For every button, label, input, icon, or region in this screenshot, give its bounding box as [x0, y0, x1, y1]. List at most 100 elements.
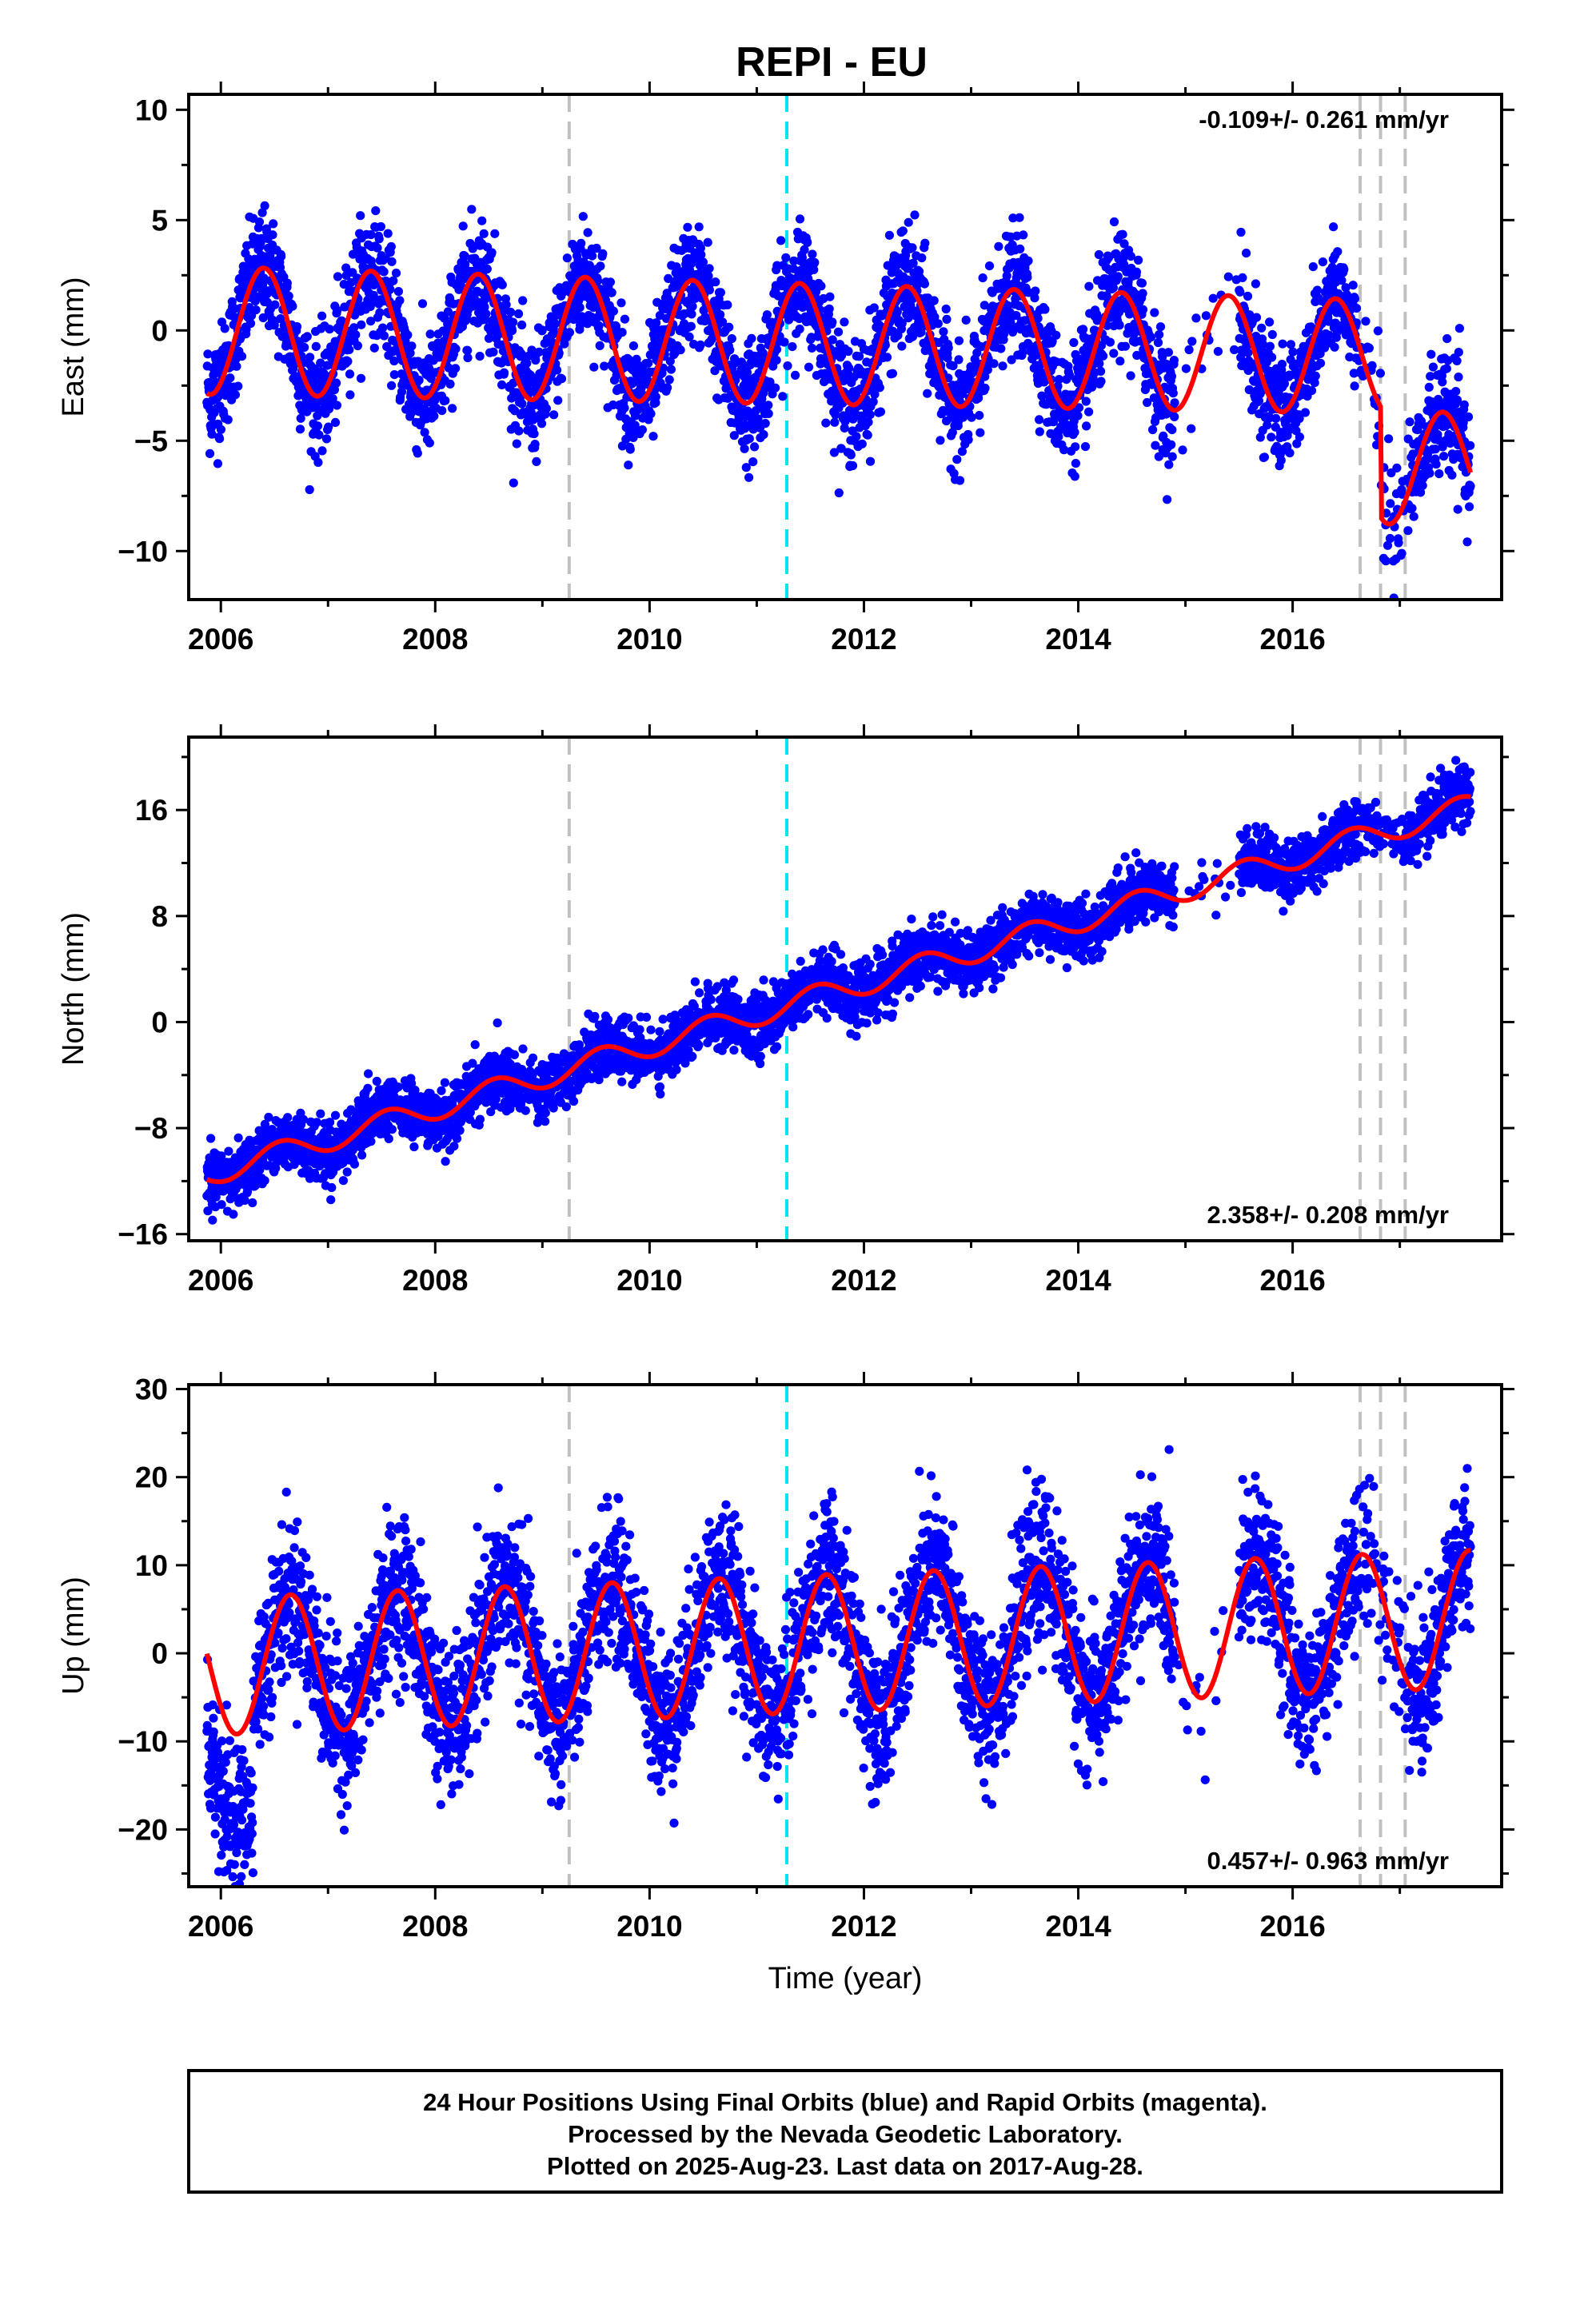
data-point: [553, 365, 561, 374]
data-point: [1040, 305, 1049, 313]
data-point: [764, 409, 773, 418]
data-point: [1115, 321, 1124, 329]
data-point: [904, 218, 913, 227]
data-point: [1351, 294, 1359, 303]
data-point: [217, 1200, 226, 1209]
data-point: [683, 223, 692, 232]
data-point: [810, 258, 819, 267]
data-point: [1156, 322, 1165, 331]
data-point: [1185, 345, 1194, 354]
data-point: [1384, 434, 1393, 443]
data-point: [989, 359, 998, 368]
data-point: [638, 425, 647, 434]
data-point: [998, 361, 1007, 370]
chart-title: REPI - EU: [736, 39, 928, 86]
data-point: [481, 309, 490, 318]
data-point: [448, 404, 457, 413]
data-point: [415, 376, 424, 385]
data-point: [1167, 372, 1176, 381]
data-point: [866, 410, 875, 419]
data-point: [858, 440, 867, 448]
data-point: [303, 332, 312, 341]
data-point: [723, 301, 732, 309]
data-point: [1099, 352, 1107, 361]
x-tick-label: 2016: [1259, 623, 1325, 656]
data-point: [375, 309, 384, 317]
data-point: [1167, 440, 1175, 449]
data-point: [1236, 228, 1245, 237]
data-point: [764, 401, 772, 409]
data-point: [577, 239, 585, 248]
data-point: [1313, 285, 1322, 294]
data-point: [314, 431, 323, 440]
data-point: [331, 1111, 340, 1120]
data-point: [930, 296, 939, 305]
data-point: [952, 455, 961, 464]
data-point: [830, 418, 839, 427]
data-point: [426, 329, 435, 338]
data-point: [208, 1216, 217, 1225]
data-point: [796, 325, 804, 333]
data-point: [1154, 338, 1163, 347]
data-point: [1115, 357, 1124, 365]
data-point: [864, 431, 872, 440]
data-point: [477, 217, 486, 225]
data-point: [1164, 460, 1173, 469]
data-point: [1139, 289, 1147, 297]
data-point: [413, 448, 422, 457]
data-point: [463, 353, 472, 362]
data-point: [1073, 411, 1082, 420]
data-point: [596, 261, 604, 270]
data-point: [740, 444, 749, 453]
data-point: [796, 214, 804, 223]
data-point: [1429, 363, 1438, 372]
data-point: [1163, 495, 1171, 504]
data-point: [270, 301, 279, 309]
data-point: [1319, 257, 1327, 266]
data-point: [1425, 468, 1434, 477]
data-point: [509, 479, 518, 488]
data-point: [1164, 348, 1173, 357]
data-point: [246, 319, 255, 328]
data-point: [676, 345, 685, 354]
data-point: [1015, 213, 1023, 222]
data-point: [885, 231, 894, 240]
data-point: [1082, 421, 1091, 430]
data-point: [771, 384, 780, 393]
data-point: [489, 348, 497, 357]
data-point: [1257, 324, 1266, 333]
data-point: [387, 381, 396, 390]
data-point: [1447, 471, 1456, 480]
data-point: [976, 429, 984, 437]
data-point: [1238, 273, 1247, 282]
data-point: [380, 331, 389, 340]
data-point: [1121, 342, 1130, 351]
data-point: [840, 317, 848, 326]
data-point: [506, 308, 515, 317]
data-point: [345, 369, 354, 378]
data-point: [1407, 504, 1416, 512]
y-tick-label: −10: [118, 535, 168, 568]
data-point: [1019, 230, 1027, 239]
data-point: [1394, 538, 1403, 547]
data-point: [695, 222, 704, 231]
data-point: [551, 319, 560, 328]
data-point: [923, 389, 932, 398]
data-point: [1242, 249, 1251, 257]
data-point: [232, 362, 241, 371]
data-point: [1352, 304, 1361, 313]
data-point: [618, 328, 627, 337]
data-point: [1349, 281, 1358, 289]
data-point: [514, 309, 523, 318]
y-tick-label: −5: [134, 425, 168, 457]
data-point: [1454, 373, 1462, 381]
data-point: [724, 323, 733, 332]
data-point: [1243, 349, 1252, 357]
data-point: [532, 457, 541, 466]
data-point: [261, 201, 269, 210]
data-point: [942, 315, 951, 324]
data-point: [711, 277, 720, 286]
data-point: [531, 356, 540, 365]
data-point: [728, 334, 736, 343]
data-point: [224, 415, 233, 424]
